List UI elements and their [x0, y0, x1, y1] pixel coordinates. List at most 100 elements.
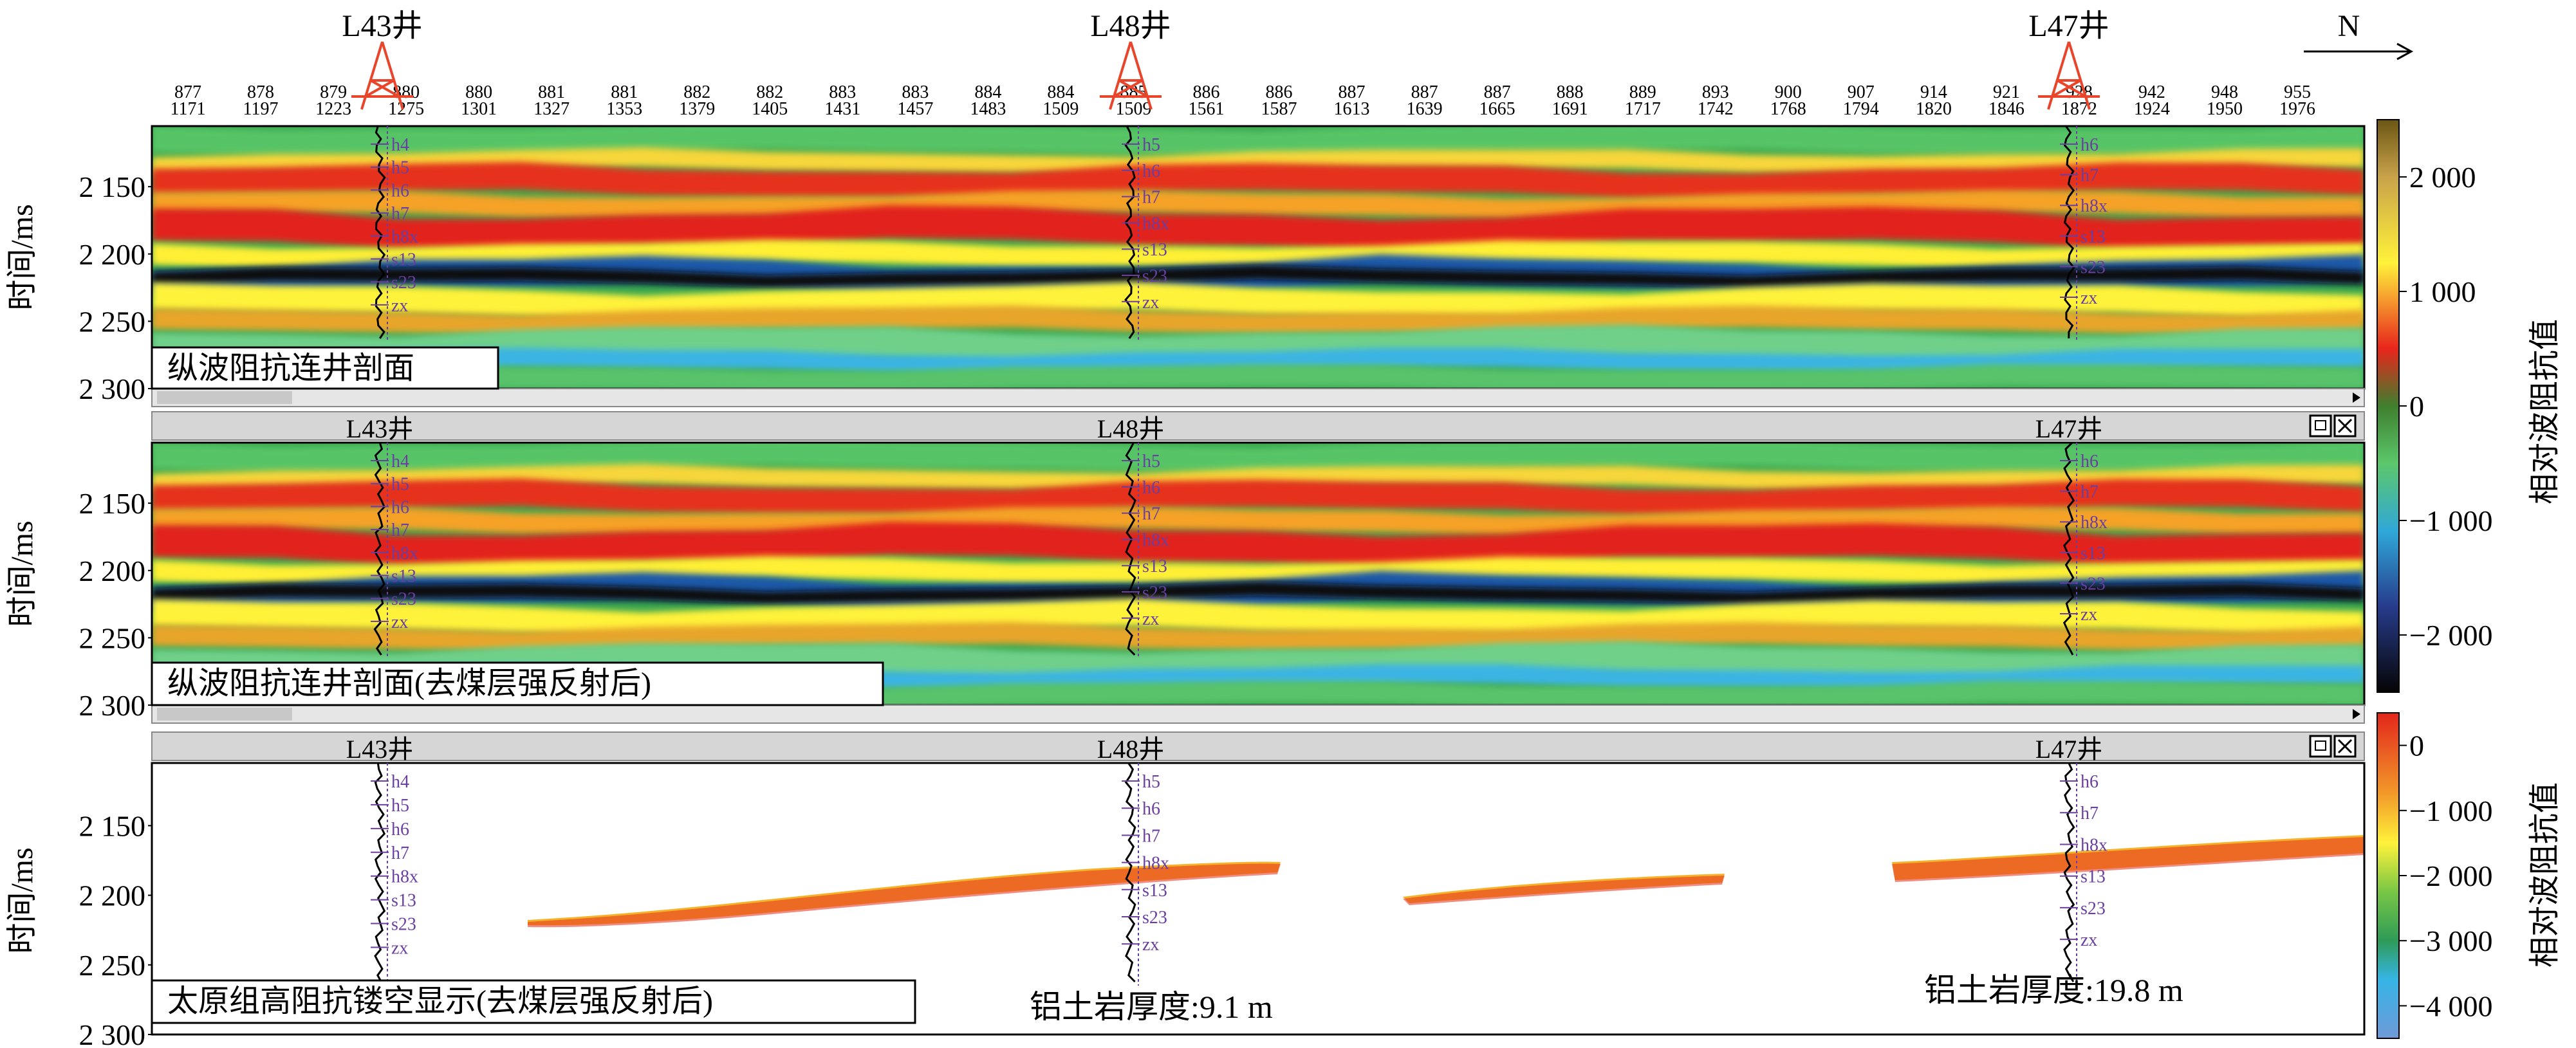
trace-number-top: 893: [1702, 82, 1729, 102]
trace-number-bottom: 1327: [533, 99, 570, 119]
trace-number-top: 888: [1557, 82, 1584, 102]
trace-number-bottom: 1820: [1916, 99, 1952, 119]
panel-1-y-axis: 2 150 2 200 2 250 2 300: [79, 170, 152, 405]
well-header-label: L48井: [1097, 735, 1164, 764]
thickness-annotation-l47: 铝土岩厚度:19.8 m: [1924, 972, 2183, 1008]
well-log-curve: [2063, 762, 2075, 982]
colorbar-tick-label: 0: [2409, 730, 2424, 762]
panel-2-title: 纵波阻抗连井剖面(去煤层强反射后): [167, 666, 651, 701]
panel-3-frame: [151, 762, 2366, 1036]
trace-number-top: 887: [1484, 82, 1511, 102]
scroll-right-icon[interactable]: [2353, 392, 2360, 403]
trace-number-top: 914: [1920, 82, 1947, 102]
horizon-label: h7: [2080, 804, 2099, 823]
panel-3-ylabel: 时间/ms: [5, 847, 39, 953]
trace-number-top: 886: [1266, 82, 1293, 102]
colorbar-tick-label: −3 000: [2409, 924, 2492, 957]
horizon-label: h8x: [391, 227, 418, 247]
trace-number-top: 948: [2211, 82, 2238, 102]
impedance-band: [152, 347, 2364, 374]
panel-1-scrollbar[interactable]: [151, 388, 2365, 407]
trace-number-bottom: 1717: [1625, 99, 1661, 119]
colorbar-tick-label: −2 000: [2409, 619, 2492, 652]
horizon-label: h7: [391, 843, 409, 863]
trace-number-top: 877: [174, 82, 201, 102]
well-label-l47: L47井: [2028, 9, 2109, 43]
y-tick-label: 2 300: [79, 372, 146, 405]
horizon-label: h8x: [391, 867, 418, 887]
panel-3-high-impedance-bodies: [528, 835, 2364, 928]
horizon-label: h5: [1142, 135, 1160, 155]
horizon-label: s13: [1142, 556, 1167, 576]
panel-1-well-logs: h4 h5 h6 h7 h8x s13 s23 zx h5 h6 h7 h8x s13 s23 zx h6 h7…: [371, 125, 2108, 342]
horizon-label: h5: [391, 796, 409, 816]
panel-1-ylabel: 时间/ms: [5, 204, 39, 310]
panel-2-window-buttons[interactable]: [2309, 414, 2357, 437]
horizon-label: h6: [391, 181, 409, 201]
horizon-label: h8x: [2080, 196, 2108, 216]
well-log-curve: [374, 762, 386, 982]
horizon-label: s13: [1142, 881, 1167, 901]
trace-number-bottom: 1197: [243, 99, 279, 119]
horizon-label: h6: [1142, 478, 1160, 498]
panel-3-window-buttons[interactable]: [2309, 735, 2357, 758]
horizon-label: h6: [1142, 799, 1160, 819]
well-header-label: L43井: [346, 735, 413, 764]
horizon-label: s13: [391, 891, 416, 911]
panel-2-scrollbar[interactable]: [151, 704, 2365, 724]
horizon-label: h8x: [2080, 513, 2108, 533]
trace-number-bottom: 1353: [606, 99, 642, 119]
horizon-label: zx: [2080, 288, 2097, 308]
well-marker-l47: L47井: [2028, 9, 2109, 110]
colorbar-tick-label: −2 000: [2409, 860, 2492, 892]
colorbar-tick-label: −4 000: [2409, 989, 2492, 1022]
horizon-label: zx: [1142, 935, 1159, 955]
trace-number-top: 881: [538, 82, 565, 102]
horizon-label: h6: [2080, 135, 2099, 155]
colorbar-tick-label: 1 000: [2409, 275, 2476, 308]
horizon-label: h7: [2080, 483, 2099, 502]
horizon-label: h5: [1142, 772, 1160, 792]
maximize-icon[interactable]: [2309, 414, 2332, 437]
drilling-rig-icon: [1100, 41, 1162, 110]
trace-number-bottom: 1639: [1407, 99, 1443, 119]
well-log-curve: [375, 125, 386, 339]
trace-number-bottom: 1846: [1988, 99, 2025, 119]
trace-number-top: 881: [611, 82, 638, 102]
trace-number-bottom: 1950: [2207, 99, 2243, 119]
horizon-label: h6: [1142, 161, 1160, 181]
horizon-label: zx: [2080, 930, 2097, 950]
trace-number-bottom: 1379: [679, 99, 715, 119]
trace-number-top: 907: [1848, 82, 1875, 102]
scroll-right-icon[interactable]: [2353, 709, 2360, 719]
trace-number-bottom: 1613: [1334, 99, 1370, 119]
trace-number-bottom: 1691: [1552, 99, 1588, 119]
horizon-label: h4: [391, 452, 409, 472]
panel-1-impedance-bands: [152, 126, 2364, 389]
horizon-label: h7: [1142, 826, 1160, 846]
trace-number-top: 889: [1629, 82, 1656, 102]
high-impedance-core: [1403, 876, 1725, 905]
panel-3-label-box: 太原组高阻抗镂空显示(去煤层强反射后): [151, 979, 916, 1024]
horizon-label: h7: [1142, 188, 1160, 208]
panel-3-title: 太原组高阻抗镂空显示(去煤层强反射后): [167, 984, 713, 1018]
horizon-label: s23: [391, 915, 416, 935]
horizon-label: s23: [1142, 908, 1167, 928]
trace-number-bottom: 1483: [970, 99, 1006, 119]
north-arrow: N: [2304, 9, 2414, 60]
horizon-label: h6: [2080, 452, 2099, 472]
horizon-label: s23: [391, 589, 416, 609]
trace-number-top: 887: [1339, 82, 1366, 102]
horizon-label: h5: [1142, 452, 1160, 472]
horizon-label: h5: [391, 158, 409, 178]
trace-number-top: 882: [756, 82, 783, 102]
panel-1-title: 纵波阻抗连井剖面: [167, 351, 414, 385]
trace-number-bottom: 1872: [2061, 99, 2097, 119]
y-tick-label: 2 200: [79, 879, 146, 912]
trace-number-top: 942: [2138, 82, 2165, 102]
maximize-icon[interactable]: [2309, 735, 2332, 758]
well-header-label: L47井: [2035, 735, 2102, 764]
horizon-label: h6: [391, 820, 409, 840]
y-tick-label: 2 250: [79, 949, 146, 982]
horizon-label: s23: [1142, 583, 1167, 603]
